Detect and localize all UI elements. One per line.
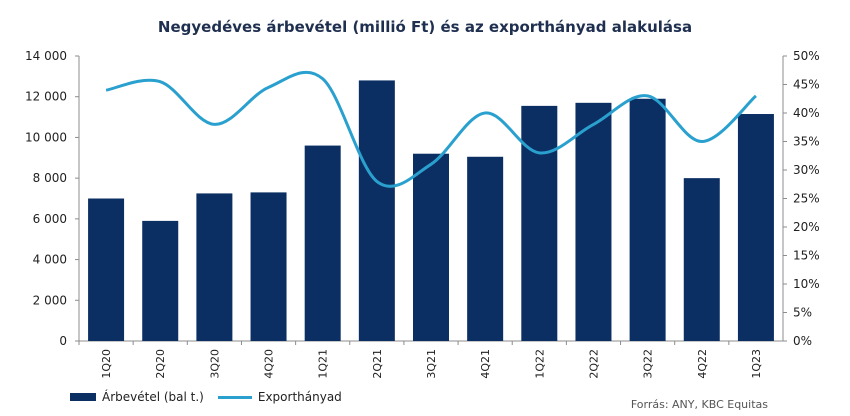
right-tick-label: 50% <box>793 49 820 63</box>
x-tick-label: 4Q20 <box>263 349 276 379</box>
bar-1Q22 <box>521 105 558 341</box>
x-axis-ticks: 1Q20 2Q20 3Q20 4Q20 1Q21 2Q21 3Q21 4Q21 1Q22 2Q22… <box>78 341 763 379</box>
right-tick-label: 15% <box>793 249 820 263</box>
x-tick-label: 4Q21 <box>479 349 492 379</box>
source-note: Forrás: ANY, KBC Equitas <box>630 398 768 411</box>
legend-bar-label: Árbevétel (bal t.) <box>102 390 204 404</box>
left-tick-label: 8 000 <box>33 171 67 185</box>
x-tick-label: 1Q21 <box>317 349 330 379</box>
bar-3Q21 <box>413 153 449 341</box>
x-tick-label: 2Q21 <box>371 349 384 379</box>
right-tick-label: 35% <box>793 135 820 149</box>
bar-4Q20 <box>250 192 287 341</box>
bar-2Q21 <box>358 80 395 341</box>
right-tick-label: 20% <box>793 220 820 234</box>
x-tick-label: 2Q20 <box>154 349 167 379</box>
x-tick-label: 3Q20 <box>208 349 221 379</box>
bar-3Q22 <box>629 98 666 341</box>
left-axis-ticks: 0 2 000 4 000 6 000 8 000 10 000 12 000 14 000 <box>25 49 79 348</box>
left-tick-label: 10 000 <box>25 130 67 144</box>
x-tick-label: 3Q21 <box>425 349 438 379</box>
bar-1Q20 <box>88 198 125 341</box>
bar-1Q23 <box>737 114 774 342</box>
legend-line-label: Exporthányad <box>257 390 342 404</box>
right-tick-label: 0% <box>793 334 812 348</box>
x-tick-label: 3Q22 <box>642 349 655 379</box>
legend-item-bar: Árbevétel (bal t.) <box>70 390 204 404</box>
left-tick-label: 0 <box>59 334 67 348</box>
bar-3Q20 <box>196 193 233 341</box>
left-tick-label: 4 000 <box>33 253 67 267</box>
left-tick-label: 14 000 <box>25 49 67 63</box>
right-tick-label: 45% <box>793 78 820 92</box>
right-axis-ticks: 0% 5% 10% 15% 20% 25% 30% 35% 40% 45% 50% <box>783 49 820 348</box>
bar-4Q22 <box>683 178 720 341</box>
right-tick-label: 40% <box>793 106 820 120</box>
bar-1Q21 <box>304 145 341 341</box>
x-tick-label: 2Q22 <box>587 349 600 379</box>
right-tick-label: 30% <box>793 163 820 177</box>
right-tick-label: 5% <box>793 306 812 320</box>
legend: Árbevétel (bal t.) Exporthányad <box>70 390 356 404</box>
x-tick-label: 1Q22 <box>533 349 546 379</box>
line-series <box>105 70 757 188</box>
left-tick-label: 2 000 <box>33 293 67 307</box>
x-tick-label: 1Q23 <box>750 349 763 379</box>
chart-title: Negyedéves árbevétel (millió Ft) és az e… <box>157 18 693 36</box>
bar-2Q22 <box>575 102 612 341</box>
legend-line-swatch <box>217 395 252 399</box>
bar-2Q20 <box>142 220 179 341</box>
right-tick-label: 25% <box>793 192 820 206</box>
x-tick-label: 1Q20 <box>100 349 113 379</box>
left-tick-label: 12 000 <box>25 90 67 104</box>
bar-series <box>88 80 774 342</box>
left-tick-label: 6 000 <box>33 212 67 226</box>
right-tick-label: 10% <box>793 277 820 291</box>
bar-4Q21 <box>467 156 504 341</box>
x-tick-label: 4Q22 <box>696 349 709 379</box>
legend-bar-swatch <box>70 393 96 401</box>
legend-item-line: Exporthányad <box>217 390 342 404</box>
